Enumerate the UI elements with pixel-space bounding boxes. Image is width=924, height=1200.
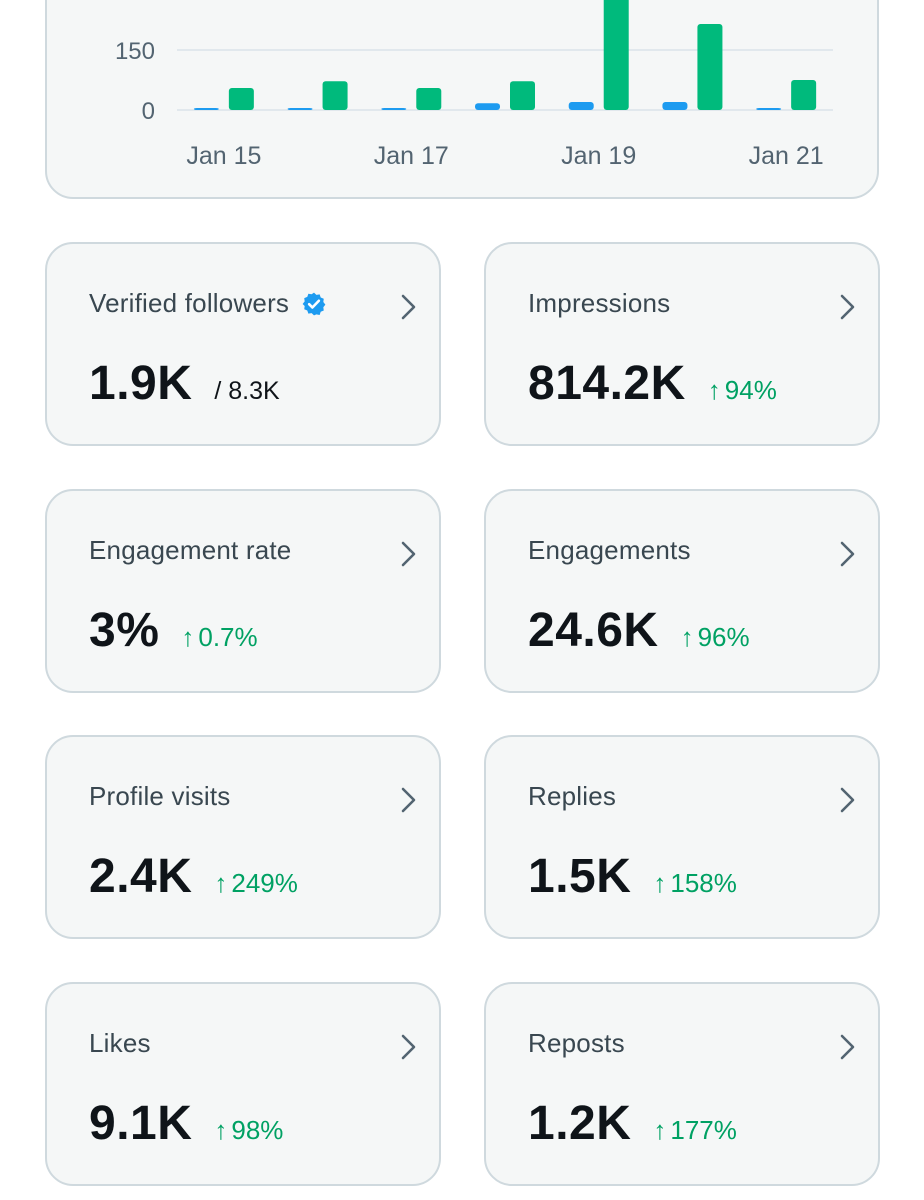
bar-green (510, 81, 535, 110)
stat-row: 1.2K ↑ 177% (528, 1096, 737, 1151)
bar-chart: 0 150 Jan 15 Jan 17 Jan 19 Jan 21 (115, 0, 833, 170)
chevron-right-icon (840, 787, 855, 813)
change-value: 94% (724, 375, 777, 405)
stat-change: ↑ 177% (653, 1115, 737, 1146)
card-title-label: Verified followers (89, 288, 290, 318)
chevron-right-icon (401, 294, 416, 320)
bar-green (228, 88, 254, 110)
engagements-card[interactable]: Engagements 24.6K ↑ 96% (484, 489, 880, 693)
bar-green (697, 24, 723, 110)
change-value: 158% (670, 868, 737, 898)
bar-green (603, 0, 629, 110)
card-title-label: Engagements (528, 535, 691, 565)
change-value: 96% (697, 622, 750, 652)
arrow-up-icon: ↑ (707, 375, 721, 405)
bar-blue (568, 102, 594, 110)
stat-change: ↑ 0.7% (181, 622, 257, 653)
chevron-right-icon (840, 294, 855, 320)
stat-value: 1.5K (528, 850, 632, 903)
reposts-card[interactable]: Reposts 1.2K ↑ 177% (484, 982, 880, 1186)
stat-row: 9.1K ↑ 98% (89, 1096, 283, 1151)
arrow-up-icon: ↑ (214, 868, 228, 898)
x-tick-label: Jan 15 (186, 142, 261, 170)
stat-value: 814.2K (528, 357, 686, 410)
arrow-up-icon: ↑ (181, 622, 195, 652)
bar-green (322, 81, 348, 110)
stat-change: ↑ 249% (214, 868, 298, 899)
chevron-right-icon (401, 541, 416, 567)
y-tick-label: 150 (115, 38, 155, 65)
likes-card[interactable]: Likes 9.1K ↑ 98% (45, 982, 441, 1186)
stat-value: 3% (89, 604, 160, 657)
chevron-right-icon (401, 1034, 416, 1060)
x-tick-label: Jan 21 (749, 142, 824, 170)
card-title-label: Reposts (528, 1028, 625, 1058)
card-title-label: Impressions (528, 288, 671, 318)
stat-change: ↑ 94% (708, 375, 777, 406)
change-value: 0.7% (198, 622, 258, 652)
bar-green (791, 80, 817, 110)
card-title: Engagements (528, 535, 691, 566)
bar-blue (193, 108, 219, 110)
stat-value: 9.1K (89, 1097, 193, 1150)
card-title: Impressions (528, 288, 670, 319)
stat-row: 1.5K ↑ 158% (528, 849, 737, 904)
bar-blue (475, 103, 500, 110)
bar-blue (662, 102, 688, 110)
arrow-up-icon: ↑ (653, 1115, 667, 1145)
card-title-label: Replies (528, 781, 617, 811)
card-title-label: Profile visits (89, 781, 231, 811)
bar-green (416, 88, 442, 110)
card-title: Likes (89, 1028, 151, 1059)
stat-value: 2.4K (89, 850, 193, 903)
stat-total: / 8.3K (214, 377, 280, 405)
verified-badge-icon (302, 292, 326, 315)
stat-value: 1.2K (528, 1097, 632, 1150)
stat-row: 2.4K ↑ 249% (89, 849, 298, 904)
arrow-up-icon: ↑ (653, 868, 667, 898)
stat-row: 3% ↑ 0.7% (89, 603, 258, 658)
change-value: 249% (231, 868, 298, 898)
stat-change: ↑ 158% (653, 868, 737, 899)
replies-card[interactable]: Replies 1.5K ↑ 158% (484, 735, 880, 939)
bar-blue (287, 108, 313, 110)
chart-card: 0 150 Jan 15 Jan 17 Jan 19 Jan 21 (45, 0, 879, 199)
chevron-right-icon (840, 1034, 855, 1060)
stat-value: 24.6K (528, 604, 659, 657)
card-title-label: Engagement rate (89, 535, 292, 565)
stat-row: 1.9K / 8.3K (89, 356, 280, 411)
change-value: 177% (670, 1115, 737, 1145)
stat-row: 24.6K ↑ 96% (528, 603, 750, 658)
bar-blue (756, 108, 782, 110)
stat-row: 814.2K ↑ 94% (528, 356, 777, 411)
card-title: Replies (528, 781, 616, 812)
card-title: Profile visits (89, 781, 231, 812)
change-value: 98% (231, 1115, 284, 1145)
y-tick-label: 0 (142, 98, 155, 125)
card-title: Engagement rate (89, 535, 291, 566)
profile-visits-card[interactable]: Profile visits 2.4K ↑ 249% (45, 735, 441, 939)
card-title-label: Likes (89, 1028, 151, 1058)
stat-change: ↑ 98% (214, 1115, 283, 1146)
x-tick-label: Jan 19 (561, 142, 636, 170)
verified-followers-card[interactable]: Verified followers 1.9K / 8.3K (45, 242, 441, 446)
bar-blue (381, 108, 407, 110)
stat-change: ↑ 96% (681, 622, 750, 653)
arrow-up-icon: ↑ (214, 1115, 228, 1145)
arrow-up-icon: ↑ (680, 622, 694, 652)
engagement-rate-card[interactable]: Engagement rate 3% ↑ 0.7% (45, 489, 441, 693)
stat-value: 1.9K (89, 357, 193, 410)
impressions-card[interactable]: Impressions 814.2K ↑ 94% (484, 242, 880, 446)
chevron-right-icon (840, 541, 855, 567)
card-title: Verified followers (89, 288, 327, 319)
card-title: Reposts (528, 1028, 625, 1059)
x-tick-label: Jan 17 (374, 142, 449, 170)
chevron-right-icon (401, 787, 416, 813)
